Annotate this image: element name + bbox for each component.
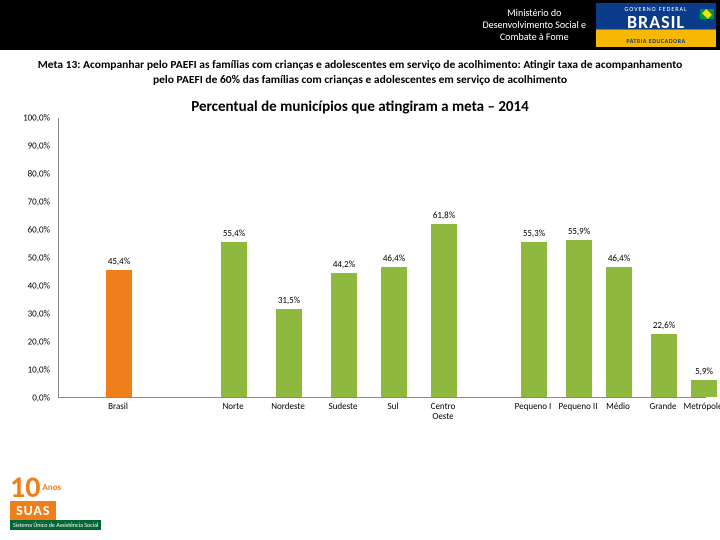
y-tick: 40,0% — [28, 280, 50, 291]
x-label: Nordeste — [271, 402, 305, 412]
chart-title: Percentual de municípios que atingiram a… — [0, 92, 720, 118]
plot-area: 45,4% 55,4% 31,5% 44,2% 46,4% 61,8% 55,3% 55,9%… — [58, 118, 706, 398]
y-axis: 0,0%10,0%20,0%30,0%40,0%50,0%60,0%70,0%8… — [10, 118, 54, 398]
bar-value-label: 5,9% — [695, 366, 713, 377]
bar: 44,2% — [331, 273, 357, 397]
logo-anos: Anos — [42, 482, 61, 493]
bar-group: 46,4% — [381, 267, 407, 397]
bar-value-label: 45,4% — [108, 256, 130, 267]
bar-group: 46,4% — [606, 267, 632, 397]
bar: 55,4% — [221, 242, 247, 397]
bar-group: 55,3% — [521, 242, 547, 397]
bar: 55,3% — [521, 242, 547, 397]
bar: 22,6% — [651, 334, 677, 397]
y-tick: 90,0% — [28, 140, 50, 151]
bar-value-label: 55,4% — [223, 228, 245, 239]
ministry-line3: Combate à Fome — [482, 31, 586, 43]
x-axis-labels: Brasil Norte Nordeste Sudeste Sul CentroOeste… — [58, 402, 706, 432]
suas-logo: 10 Anos SUAS Sistema Único de Assistênci… — [10, 474, 120, 534]
y-tick: 70,0% — [28, 196, 50, 207]
y-tick: 20,0% — [28, 336, 50, 347]
suas-subtitle: Sistema Único de Assistência Social — [10, 520, 101, 530]
x-label: Pequeno II — [559, 402, 598, 412]
x-label: CentroOeste — [431, 402, 456, 422]
chart-area: 0,0% 10,0% 20,0% 30,0% 40,0% 50,0% 60,0% 70,0% 8… — [10, 118, 710, 438]
x-label: Brasil — [108, 402, 128, 412]
y-tick: 10,0% — [28, 364, 50, 375]
bar-group: 45,4% — [106, 270, 132, 397]
y-tick: 60,0% — [28, 224, 50, 235]
x-label: Pequeno I — [515, 402, 552, 412]
y-tick: 30,0% — [28, 308, 50, 319]
bar-group: 31,5% — [276, 309, 302, 397]
ministry-name: Ministério do Desenvolvimento Social e C… — [482, 7, 586, 43]
bar-group: 22,6% — [651, 334, 677, 397]
header-bar: Ministério do Desenvolvimento Social e C… — [0, 0, 720, 50]
x-label: Grande — [650, 402, 677, 412]
bar: 45,4% — [106, 270, 132, 397]
bar-value-label: 61,8% — [433, 210, 455, 221]
bar-group: 55,9% — [566, 240, 592, 397]
logo-number: 10 — [10, 474, 40, 501]
meta-description: Meta 13: Acompanhar pelo PAEFI as famíli… — [0, 50, 720, 92]
bar-group: 55,4% — [221, 242, 247, 397]
bar: 61,8% — [431, 224, 457, 397]
x-label: Norte — [222, 402, 243, 412]
bar-group: 44,2% — [331, 273, 357, 397]
flag-icon — [700, 9, 714, 19]
bar-group: 61,8% — [431, 224, 457, 397]
suas-text: SUAS — [10, 501, 56, 520]
y-tick: 50,0% — [28, 252, 50, 263]
bar-value-label: 31,5% — [278, 295, 300, 306]
bar-value-label: 44,2% — [333, 259, 355, 270]
bar-value-label: 22,6% — [653, 320, 675, 331]
x-label: Sudeste — [329, 402, 358, 412]
x-label: Metrópole — [684, 402, 720, 412]
suas-10-anos: 10 Anos — [10, 474, 120, 501]
logo-main-text: BRASIL — [627, 11, 685, 33]
bar: 55,9% — [566, 240, 592, 397]
y-tick: 80,0% — [28, 168, 50, 179]
bar-value-label: 55,3% — [523, 228, 545, 239]
bar: 46,4% — [606, 267, 632, 397]
bar: 31,5% — [276, 309, 302, 397]
logo-sub-text: PÁTRIA EDUCADORA — [626, 37, 685, 45]
bar-value-label: 46,4% — [608, 253, 630, 264]
y-tick: 0,0% — [32, 392, 50, 403]
y-tick: 100,0% — [23, 112, 50, 123]
bar-value-label: 46,4% — [383, 253, 405, 264]
bar: 5,9% — [691, 380, 717, 397]
x-label: Sul — [388, 402, 399, 412]
brasil-logo: GOVERNO FEDERAL BRASIL PÁTRIA EDUCADORA — [596, 3, 716, 47]
bar-group: 5,9% — [691, 380, 717, 397]
bar: 46,4% — [381, 267, 407, 397]
bar-value-label: 55,9% — [568, 226, 590, 237]
x-label: Médio — [606, 402, 630, 412]
